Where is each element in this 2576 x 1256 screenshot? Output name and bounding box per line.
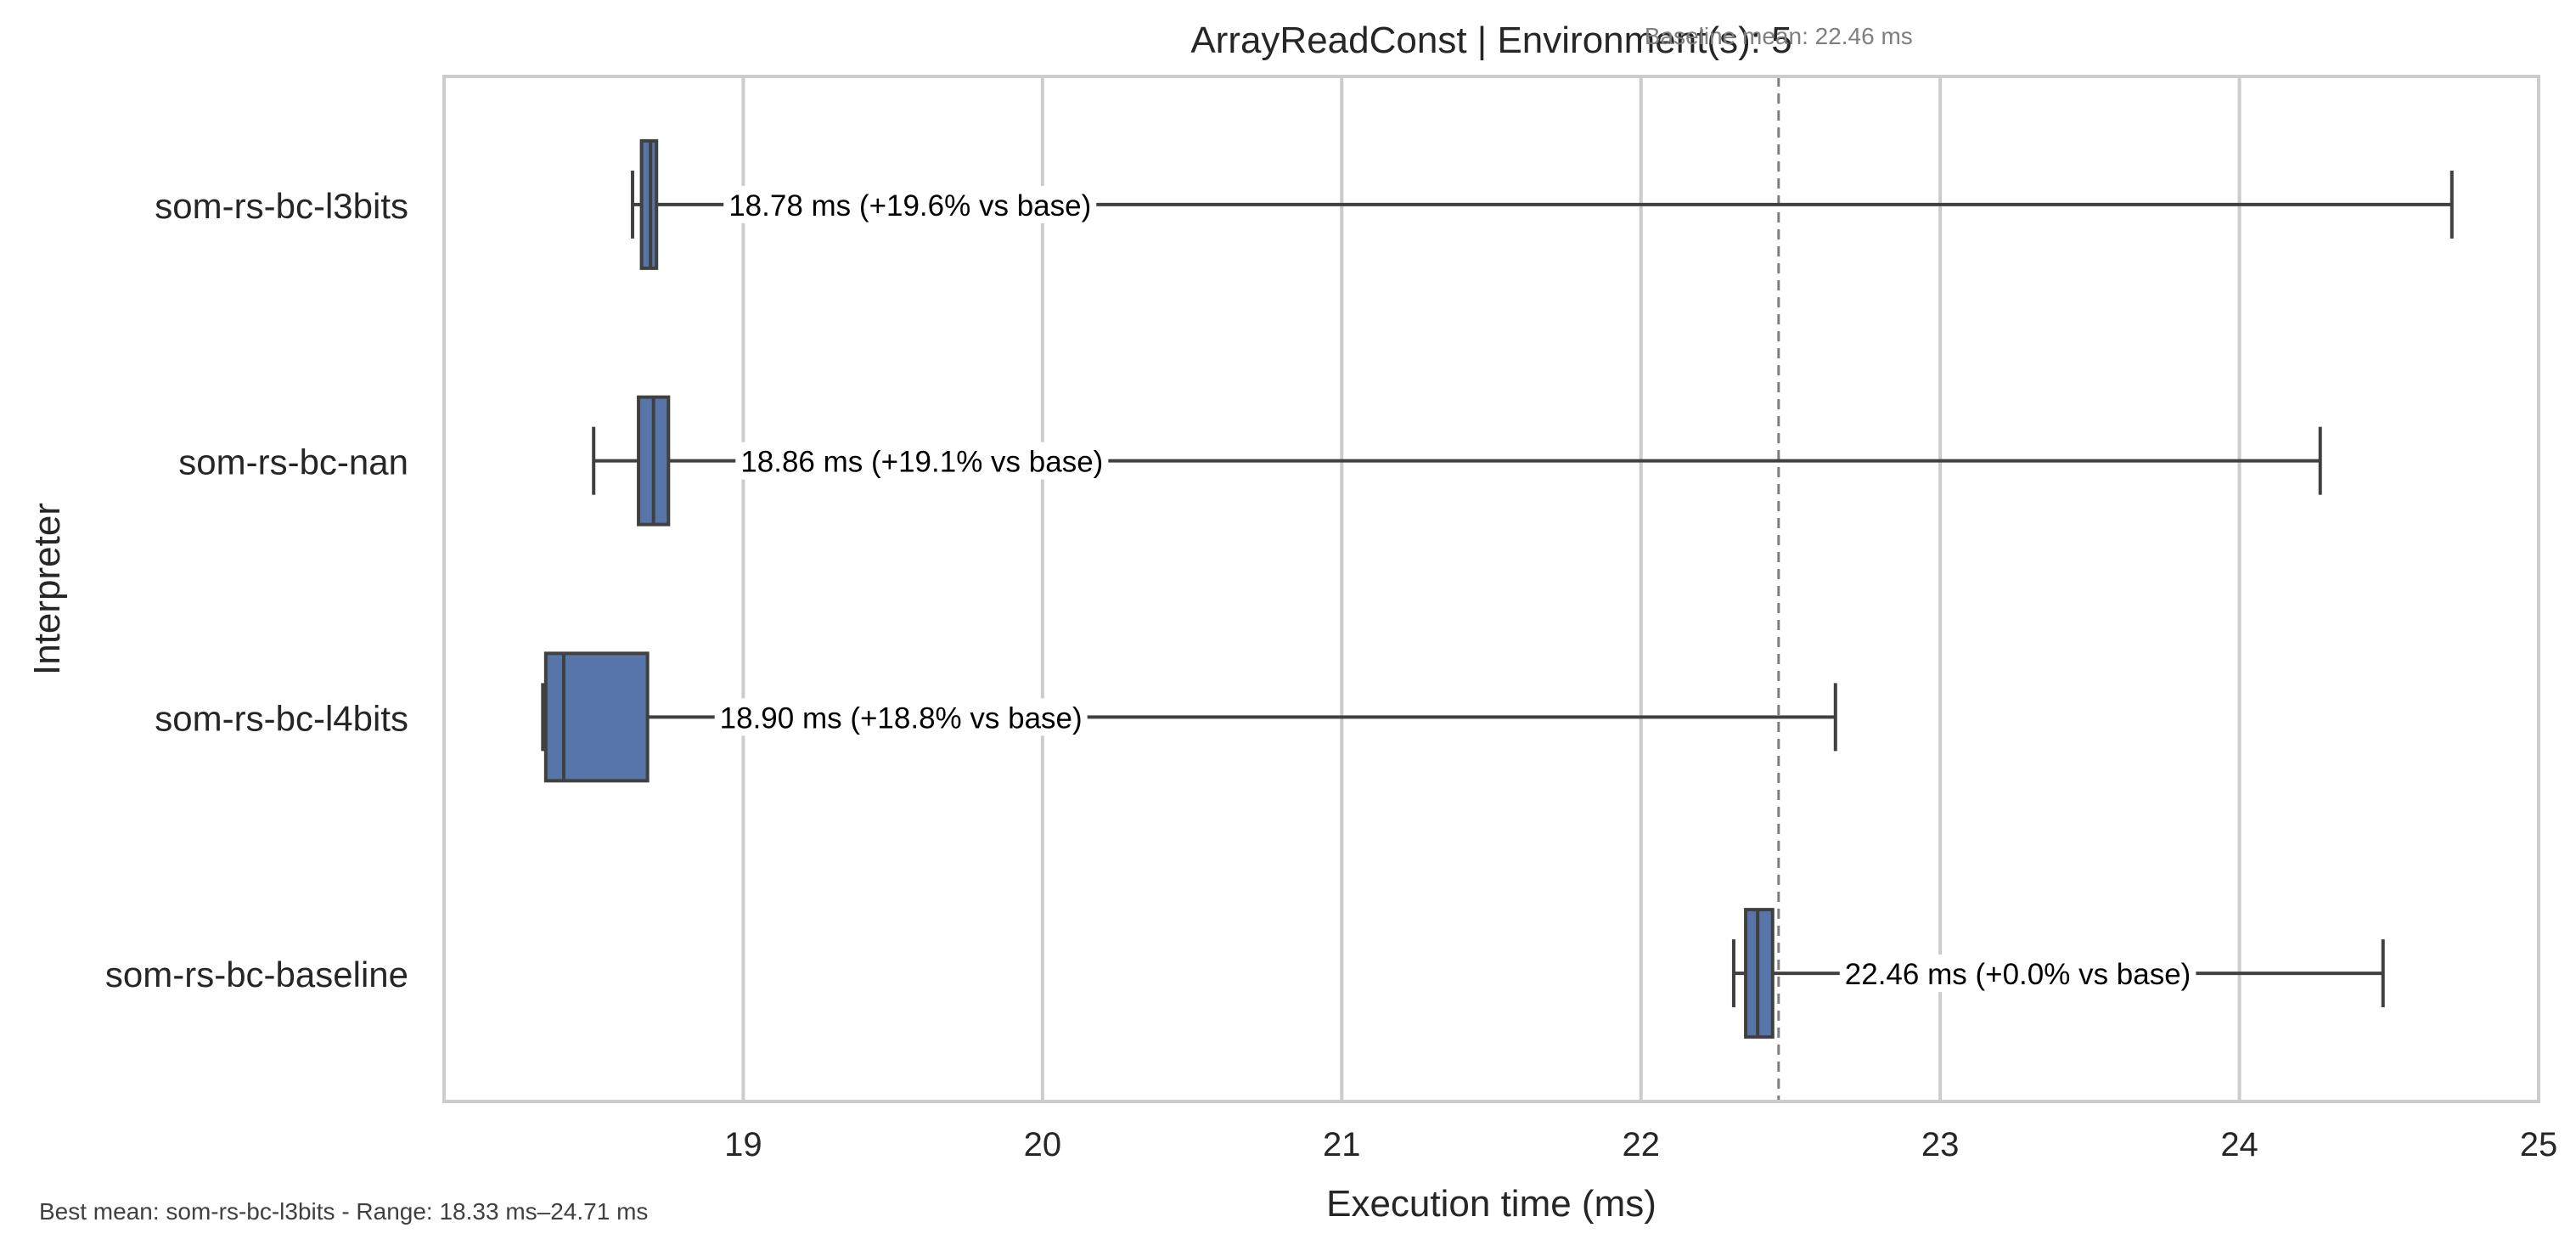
x-tick-label: 21 [1323,1126,1361,1163]
x-tick-label: 23 [1921,1126,1960,1163]
annotation-background [714,698,1088,736]
category-label: som-rs-bc-l4bits [155,698,408,738]
annotation-background [1839,955,2196,993]
box-series-som-rs-bc-l4bits: 18.90 ms (+18.8% vs base) [541,651,1837,783]
annotation-background [735,442,1109,480]
category-layer: som-rs-bc-l3bits som-rs-bc-nan som-rs-bc-l… [105,186,408,994]
x-tick-label: 19 [724,1126,762,1163]
plot-frame [442,75,2540,1103]
mean-annotation: 18.90 ms (+18.8% vs base) [720,701,1083,735]
footer-note: Best mean: som-rs-bc-l3bits - Range: 18.… [39,1198,648,1225]
x-tick-label: 24 [2220,1126,2258,1163]
box-series-som-rs-bc-l3bits: 18.78 ms (+19.6% vs base) [631,138,2454,270]
tick-layer: 19 20 21 22 23 24 25 [724,1126,2557,1163]
chart-title: ArrayReadConst | Environment(s): 5 [1190,20,1791,61]
grid-layer [741,76,2540,1101]
box-layer: 18.78 ms (+19.6% vs base) 18.86 ms (+19.1… [541,138,2454,1039]
mean-annotation: 22.46 ms (+0.0% vs base) [1845,958,2191,991]
mean-annotation: 18.78 ms (+19.6% vs base) [728,189,1091,222]
x-tick-label: 22 [1622,1126,1660,1163]
iqr-box [543,651,650,783]
x-axis-label: Execution time (ms) [1326,1183,1656,1225]
category-label: som-rs-bc-nan [178,442,408,482]
annotation-background [723,185,1097,223]
x-tick-label: 25 [2520,1126,2558,1163]
mean-annotation: 18.86 ms (+19.1% vs base) [740,446,1103,479]
box-series-som-rs-bc-baseline: 22.46 ms (+0.0% vs base) [1731,908,2385,1039]
baseline-mean-label: Baseline mean: 22.46 ms [1645,23,1913,49]
x-tick-label: 20 [1024,1126,1062,1163]
box-series-som-rs-bc-nan: 18.86 ms (+19.1% vs base) [592,395,2322,527]
category-label: som-rs-bc-baseline [105,955,408,994]
category-label: som-rs-bc-l3bits [155,186,408,226]
y-axis-label: Interpreter [26,503,68,675]
